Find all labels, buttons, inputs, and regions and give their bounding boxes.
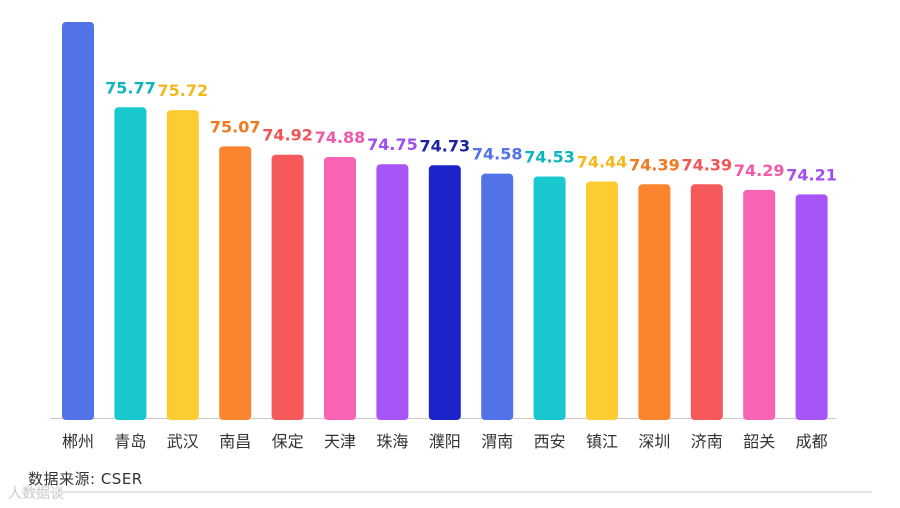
data-label-濮阳: 74.73 [419, 136, 470, 155]
data-label-济南: 74.39 [681, 155, 732, 174]
data-label-成都: 74.21 [786, 165, 837, 184]
bar-武汉 [166, 110, 199, 420]
data-source-note: 数据来源: CSER [28, 470, 143, 488]
category-label-青岛: 青岛 [114, 432, 146, 451]
category-label-镇江: 镇江 [586, 432, 618, 451]
bar-濮阳 [428, 165, 461, 420]
category-label-渭南: 渭南 [481, 432, 513, 451]
data-label-镇江: 74.44 [577, 152, 628, 171]
bar-韶关 [743, 189, 776, 420]
data-label-保定: 74.92 [262, 126, 313, 145]
bar-渭南 [481, 173, 514, 420]
watermark: 人数据谈 [8, 486, 64, 502]
data-label-深圳: 74.39 [629, 155, 680, 174]
category-label-珠海: 珠海 [376, 432, 408, 451]
category-label-郴州: 郴州 [62, 432, 94, 451]
data-label-渭南: 74.58 [472, 145, 523, 164]
bar-深圳 [638, 184, 671, 420]
bar-天津 [324, 156, 356, 420]
category-label-成都: 成都 [796, 432, 828, 451]
data-label-武汉: 75.72 [157, 81, 208, 100]
data-label-韶关: 74.29 [734, 161, 785, 180]
divider [22, 491, 872, 493]
category-label-南昌: 南昌 [219, 432, 251, 451]
category-label-西安: 西安 [534, 432, 566, 451]
category-label-韶关: 韶关 [743, 432, 775, 451]
bar-青岛 [114, 107, 147, 421]
data-label-青岛: 75.77 [105, 78, 156, 97]
data-label-南昌: 75.07 [210, 117, 261, 136]
bar-保定 [271, 154, 304, 420]
bar-镇江 [586, 181, 618, 420]
category-label-济南: 济南 [691, 432, 723, 451]
category-label-深圳: 深圳 [638, 432, 670, 451]
bar-珠海 [376, 164, 409, 420]
bar-南昌 [219, 146, 252, 420]
data-label-西安: 74.53 [524, 147, 575, 166]
data-label-珠海: 74.75 [367, 135, 418, 154]
bar-郴州 [62, 21, 94, 420]
category-label-保定: 保定 [272, 432, 304, 451]
bar-西安 [533, 176, 566, 420]
category-label-濮阳: 濮阳 [429, 432, 461, 451]
category-label-天津: 天津 [324, 432, 356, 451]
category-label-武汉: 武汉 [167, 432, 199, 451]
data-label-天津: 74.88 [315, 128, 366, 147]
bar-济南 [690, 184, 723, 420]
bar-成都 [795, 194, 828, 420]
